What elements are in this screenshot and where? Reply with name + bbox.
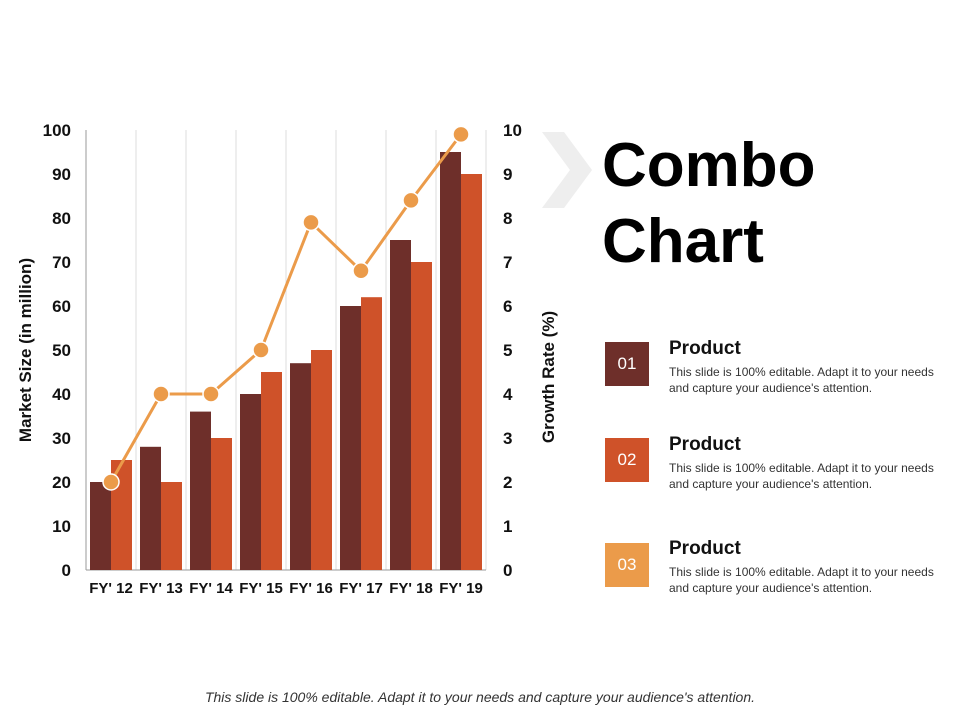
bar-1-5 (290, 363, 311, 570)
footer-note: This slide is 100% editable. Adapt it to… (204, 689, 756, 705)
legend-title-3: Product (669, 538, 741, 559)
growth-rate-point-8 (452, 125, 470, 144)
bar-1-6 (340, 306, 361, 570)
y-tick-label: 50 (52, 341, 71, 360)
x-tick-label: FY' 16 (289, 580, 333, 597)
bar-2-2 (161, 482, 182, 570)
y-tick-label: 90 (52, 165, 71, 184)
bar-2-5 (311, 350, 332, 570)
y-tick-label: 10 (52, 517, 71, 536)
y-tick-label: 30 (52, 429, 71, 448)
growth-rate-point-1 (102, 473, 120, 491)
bar-2-8 (461, 174, 482, 570)
bar-1-8 (440, 152, 461, 570)
combo-chart: 0 10 20 30 40 50 60 70 80 90 100 0 1 2 3 4 5 6 7 8 9 10 Market… (16, 121, 558, 597)
title-line-2: Chart (602, 207, 764, 276)
y2-tick-label: 7 (503, 253, 512, 272)
y-axis-title: Market Size (in million) (16, 258, 35, 442)
x-tick-label: FY' 18 (389, 580, 433, 597)
y2-tick-label: 3 (503, 429, 512, 448)
growth-rate-point-3 (202, 385, 220, 403)
y2-tick-label: 9 (503, 165, 512, 184)
legend-item-2: 02 Product This slide is 100% editable. … (605, 434, 950, 504)
legend-badge-3: 03 (605, 543, 649, 587)
y2-axis-title: Growth Rate (%) (539, 311, 558, 443)
y-tick-label: 40 (52, 385, 71, 404)
y-tick-label: 20 (52, 473, 71, 492)
y2-tick-label: 1 (503, 517, 512, 536)
y-tick-label: 70 (52, 253, 71, 272)
x-tick-label: FY' 12 (89, 580, 133, 597)
legend-title-1: Product (669, 338, 741, 359)
legend-badge-1: 01 (605, 342, 649, 386)
y2-tick-label: 8 (503, 209, 512, 228)
legend-text-1: This slide is 100% editable. Adapt it to… (669, 365, 934, 395)
y-tick-label: 80 (52, 209, 71, 228)
y2-tick-label: 6 (503, 297, 512, 316)
legend-badge-2: 02 (605, 438, 649, 482)
legend-item-3: 03 Product This slide is 100% editable. … (605, 538, 950, 608)
legend-text-2: This slide is 100% editable. Adapt it to… (669, 461, 934, 491)
growth-rate-point-2 (152, 385, 170, 403)
y-tick-label: 100 (43, 121, 71, 140)
y-tick-label: 60 (52, 297, 71, 316)
x-tick-label: FY' 17 (339, 580, 383, 597)
page-title: Combo Chart (602, 128, 942, 280)
x-tick-label: FY' 19 (439, 580, 483, 597)
growth-rate-point-6 (352, 262, 370, 280)
bar-2-3 (211, 438, 232, 570)
x-tick-label: FY' 14 (189, 580, 233, 597)
y2-tick-label: 10 (503, 121, 522, 140)
y-tick-label: 0 (62, 561, 71, 580)
y2-tick-label: 2 (503, 473, 512, 492)
x-tick-label: FY' 15 (239, 580, 283, 597)
legend-title-2: Product (669, 434, 741, 455)
bar-1-3 (190, 411, 211, 570)
chevron-icon (542, 132, 592, 208)
bar-1-4 (240, 394, 261, 570)
bar-2-4 (261, 372, 282, 570)
x-tick-label: FY' 13 (139, 580, 183, 597)
y2-tick-label: 5 (503, 341, 512, 360)
growth-rate-point-5 (302, 213, 320, 232)
legend-item-1: 01 Product This slide is 100% editable. … (605, 338, 950, 408)
legend-text-3: This slide is 100% editable. Adapt it to… (669, 565, 934, 595)
bar-2-7 (411, 262, 432, 570)
y2-tick-label: 4 (503, 385, 513, 404)
growth-rate-point-7 (402, 191, 420, 210)
bar-2-6 (361, 297, 382, 570)
growth-rate-point-4 (252, 341, 270, 359)
bar-1-7 (390, 240, 411, 570)
y2-tick-label: 0 (503, 561, 512, 580)
bar-1-1 (90, 482, 111, 570)
title-line-1: Combo (602, 131, 816, 200)
bar-1-2 (140, 446, 161, 570)
